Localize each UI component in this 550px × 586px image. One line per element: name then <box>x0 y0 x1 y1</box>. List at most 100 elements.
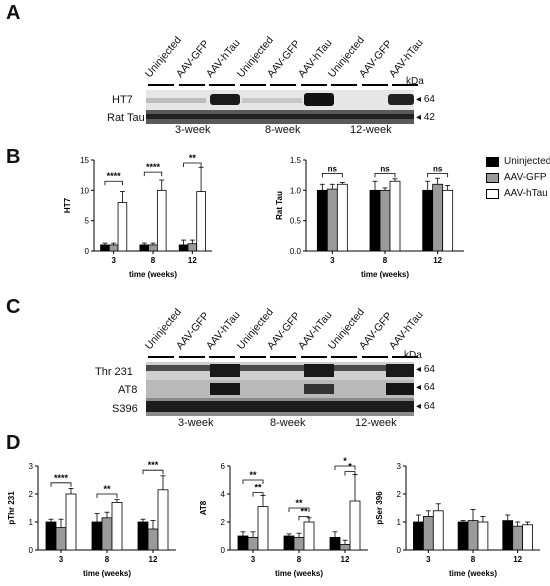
blot-c-marker-at8: ◂ 64 <box>416 382 435 393</box>
significance-label: ** <box>103 484 111 494</box>
significance-bracket <box>96 493 118 498</box>
legend: Uninjected AAV-GFP AAV-hTau <box>486 156 550 199</box>
lane-underline <box>148 356 174 358</box>
y-axis-label: HT7 <box>63 197 72 213</box>
y-tick-label: 3 <box>397 462 402 471</box>
legend-swatch <box>486 172 499 183</box>
y-axis-label: Rat Tau <box>275 191 284 220</box>
y-tick-label: 2 <box>29 490 34 499</box>
bar <box>156 189 167 252</box>
bar <box>139 244 150 252</box>
x-axis-label: time (weeks) <box>275 569 323 578</box>
bar <box>336 183 348 252</box>
bar <box>432 510 444 551</box>
blot-c-marker-at8-value: 64 <box>423 382 435 393</box>
blot-a-ht7-strip <box>146 90 414 110</box>
bar <box>326 188 338 252</box>
x-axis-label: time (weeks) <box>361 270 409 279</box>
lane-underline <box>209 356 235 358</box>
significance-label: ** <box>300 506 308 516</box>
bar <box>467 520 479 551</box>
y-axis-label: pSer 396 <box>375 491 384 525</box>
band <box>210 364 240 377</box>
lane-underline <box>300 84 327 86</box>
lane-underline <box>361 84 388 86</box>
significance-label: * <box>348 462 352 472</box>
bar <box>522 524 533 551</box>
blot-c-kda-label: kDa <box>404 350 422 361</box>
significance-bracket <box>427 172 449 178</box>
blot-c-marker-thr231: ◂ 64 <box>416 364 435 375</box>
band <box>146 114 414 119</box>
lane-underline <box>392 356 418 358</box>
blot-a-marker-42: ◂ 42 <box>416 112 435 123</box>
significance-label: **** <box>146 162 161 172</box>
bar <box>369 189 381 252</box>
y-tick-label: 15 <box>80 156 89 165</box>
bar <box>187 243 198 252</box>
bar <box>457 521 469 551</box>
significance-label: ns <box>328 164 338 173</box>
significance-label: ** <box>189 153 197 163</box>
significance-bracket <box>374 172 396 178</box>
x-tick-label: 8 <box>105 555 110 564</box>
lane-underline <box>239 356 266 358</box>
significance-label: ns <box>380 164 390 173</box>
blot-a-week-3: 3-week <box>175 124 211 136</box>
lane-underline <box>239 84 266 86</box>
lane-underline <box>392 84 418 86</box>
y-tick-label: 0.0 <box>290 247 302 256</box>
bar <box>502 520 514 551</box>
band <box>242 98 302 103</box>
band <box>146 98 206 103</box>
bar <box>303 521 315 551</box>
x-tick-label: 12 <box>433 256 442 265</box>
x-tick-label: 12 <box>341 555 350 564</box>
y-tick-label: 5 <box>85 217 90 226</box>
lane-underline <box>178 84 205 86</box>
x-tick-label: 8 <box>383 256 388 265</box>
significance-bracket <box>183 162 202 168</box>
panel-letter-b: B <box>6 146 21 168</box>
blot-a-kda-label: kDa <box>406 76 424 87</box>
band <box>146 401 414 412</box>
significance-bracket <box>344 471 356 476</box>
significance-bracket <box>298 516 310 521</box>
x-tick-label: 3 <box>59 555 64 564</box>
lane-underline <box>178 356 205 358</box>
x-axis-label: time (weeks) <box>449 569 497 578</box>
y-tick-label: 0 <box>397 546 402 555</box>
y-tick-label: 2 <box>397 490 402 499</box>
legend-item-uninjected: Uninjected <box>486 156 550 167</box>
legend-swatch <box>486 188 499 199</box>
band <box>386 364 414 377</box>
lane-underline <box>209 84 235 86</box>
x-tick-label: 3 <box>251 555 256 564</box>
x-axis-label: time (weeks) <box>83 569 131 578</box>
bar <box>157 489 169 551</box>
bar <box>293 537 305 551</box>
bar <box>247 537 259 551</box>
y-tick-label: 0 <box>85 247 90 256</box>
x-tick-label: 12 <box>149 555 158 564</box>
bar <box>137 521 149 551</box>
bar <box>339 544 351 551</box>
y-tick-label: 4 <box>221 490 226 499</box>
legend-label: AAV-hTau <box>504 188 548 199</box>
significance-label: ** <box>254 483 262 493</box>
blot-c-thr231-strip <box>146 362 414 380</box>
y-axis-label: pThr 231 <box>7 491 16 525</box>
bar <box>329 537 341 551</box>
blot-c-week-3: 3-week <box>178 417 214 429</box>
bar <box>111 502 123 551</box>
band <box>304 93 334 106</box>
blot-a-marker-64: ◂ 64 <box>416 94 435 105</box>
bar <box>349 500 361 551</box>
panel-letter-a: A <box>6 2 21 24</box>
y-tick-label: 1 <box>397 518 402 527</box>
bar <box>477 521 489 551</box>
bar <box>442 189 454 252</box>
blot-a-week-12: 12-week <box>350 124 392 136</box>
y-tick-label: 1 <box>29 518 34 527</box>
